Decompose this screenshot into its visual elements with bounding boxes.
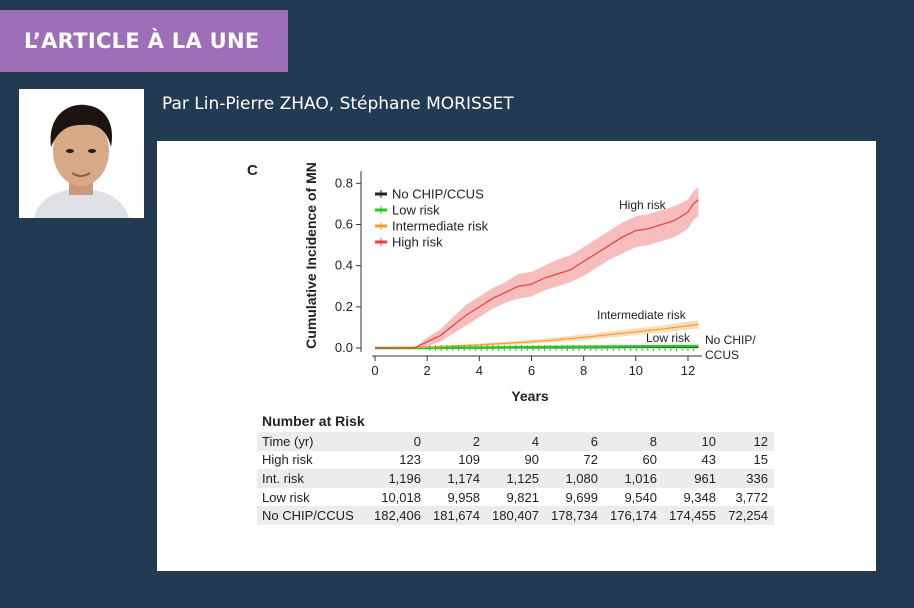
series-end-label: CCUS — [705, 348, 739, 362]
legend-label: Intermediate risk — [392, 219, 489, 234]
legend-label: No CHIP/CCUS — [392, 187, 484, 202]
risk-table-cell: 1,016 — [604, 469, 663, 488]
risk-table-cell: 2 — [427, 432, 486, 451]
risk-table-cell: 1,080 — [545, 469, 604, 488]
author-portrait-image — [19, 89, 144, 218]
risk-table-cell: 90 — [524, 452, 539, 468]
x-tick-label: 10 — [629, 363, 643, 378]
risk-table-cell: 1,125 — [486, 469, 545, 488]
legend-label: Low risk — [392, 203, 440, 218]
risk-table-cell: 15 — [753, 452, 768, 468]
risk-table-row-label: Time (yr) — [257, 432, 368, 451]
risk-table-cell: 181,674 — [427, 506, 486, 525]
risk-table-cell: 4 — [486, 432, 545, 451]
risk-table-cell: 182,406 — [368, 506, 427, 525]
y-tick-label: 0.8 — [335, 175, 353, 190]
risk-table-cell: 109 — [458, 452, 480, 468]
risk-table-cell: 1,174 — [427, 469, 486, 488]
x-tick-label: 4 — [476, 363, 483, 378]
risk-table-cell: 961 — [663, 469, 722, 488]
risk-table-row: No CHIP/CCUS 182,406 181,674 180,407 178,734… — [257, 506, 774, 525]
cumulative-incidence-chart: C 0 2 4 6 8 10 12 0.0 0.2 0.4 0.6 0.8 Years Cumulative… — [247, 162, 756, 404]
series-end-label: No CHIP/ — [705, 333, 756, 347]
risk-table-title: Number at Risk — [262, 413, 365, 429]
x-tick-label: 2 — [424, 363, 431, 378]
x-tick-label: 12 — [681, 363, 695, 378]
series-line — [375, 344, 699, 350]
risk-table-cell: 9,958 — [447, 489, 480, 505]
risk-table-cell: 72 — [583, 452, 598, 468]
banner-label: L’ARTICLE À LA UNE — [24, 29, 260, 53]
risk-table-cell: 43 — [701, 452, 716, 468]
risk-table-cell: 123 — [399, 452, 421, 468]
panel-label: C — [247, 162, 258, 179]
series-end-label: High risk — [619, 198, 667, 212]
author-photo — [19, 89, 144, 218]
risk-table-row: Low risk 10,018 9,958 9,821 9,699 9,540 9,348 3… — [257, 488, 774, 507]
risk-table-row-label: Low risk — [262, 489, 310, 505]
risk-table-cell: 174,455 — [663, 506, 722, 525]
risk-table-cell: 178,734 — [545, 506, 604, 525]
risk-table-cell: 6 — [545, 432, 604, 451]
article-authors: Par Lin-Pierre ZHAO, Stéphane MORISSET — [162, 94, 514, 114]
x-tick-label: 0 — [371, 363, 378, 378]
risk-table-cell: 60 — [642, 452, 657, 468]
confidence-band — [375, 320, 699, 348]
risk-table-cell: 1,196 — [368, 469, 427, 488]
risk-table-header-row: Time (yr) 0 2 4 6 8 10 12 — [257, 432, 774, 451]
risk-table-cell: 3,772 — [735, 489, 768, 505]
y-tick-label: 0.2 — [335, 299, 353, 314]
risk-table-row-label: Int. risk — [257, 469, 368, 488]
figure-panel: C 0 2 4 6 8 10 12 0.0 0.2 0.4 0.6 0.8 Years Cumulative… — [157, 141, 876, 571]
x-tick-label: 8 — [580, 363, 587, 378]
risk-table-row-label: High risk — [262, 452, 313, 468]
risk-table-row: Int. risk 1,196 1,174 1,125 1,080 1,016 961 336 — [257, 469, 774, 488]
x-tick-label: 6 — [528, 363, 535, 378]
series-end-label: Intermediate risk — [597, 308, 687, 322]
risk-table-cell: 9,699 — [565, 489, 598, 505]
confidence-band — [375, 187, 699, 348]
y-axis-label: Cumulative Incidence of MN — [303, 162, 319, 349]
risk-table-cell: 9,540 — [624, 489, 657, 505]
risk-table-cell: 336 — [722, 469, 774, 488]
risk-table-cell: 10 — [663, 432, 722, 451]
risk-table-cell: 0 — [368, 432, 427, 451]
risk-table-row-label: No CHIP/CCUS — [257, 506, 368, 525]
y-tick-label: 0.0 — [335, 340, 353, 355]
number-at-risk-table: Time (yr) 0 2 4 6 8 10 12 High risk 123 109 90 72 60 4… — [257, 432, 774, 525]
risk-table-cell: 9,821 — [506, 489, 539, 505]
risk-table-cell: 9,348 — [683, 489, 716, 505]
y-tick-label: 0.6 — [335, 216, 353, 231]
risk-table-cell: 72,254 — [722, 506, 774, 525]
risk-table-cell: 8 — [604, 432, 663, 451]
risk-table-cell: 12 — [722, 432, 774, 451]
series-end-label: Low risk — [646, 331, 691, 345]
risk-table-cell: 180,407 — [486, 506, 545, 525]
featured-article-banner: L’ARTICLE À LA UNE — [0, 10, 288, 72]
series-line — [374, 323, 699, 349]
series-line — [375, 199, 699, 349]
risk-table-row: High risk 123 109 90 72 60 43 15 — [257, 451, 774, 470]
y-tick-label: 0.4 — [335, 258, 353, 273]
risk-table-cell: 176,174 — [604, 506, 663, 525]
x-axis-label: Years — [511, 388, 549, 404]
risk-table-cell: 10,018 — [381, 489, 421, 505]
legend-label: High risk — [392, 235, 443, 250]
